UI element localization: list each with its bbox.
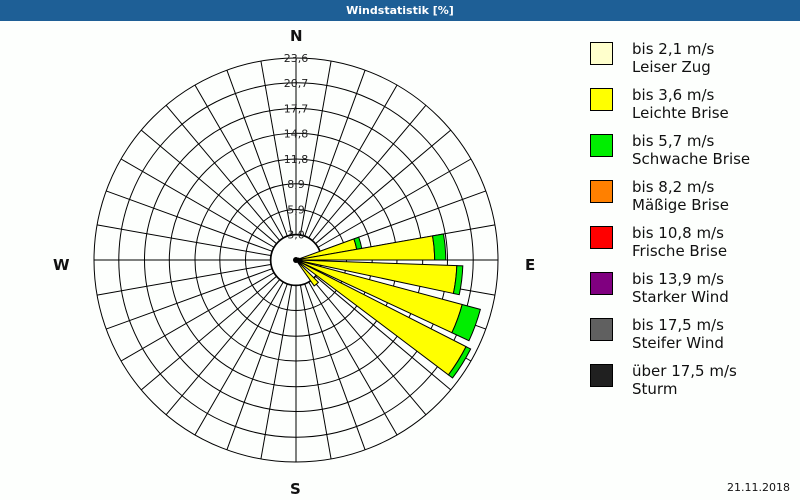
center-dot	[293, 257, 299, 263]
radial-tick-label: 20,7	[284, 77, 309, 90]
legend-range: bis 13,9 m/s	[632, 270, 724, 288]
grid-spoke	[314, 275, 452, 391]
legend-label: Leichte Brise	[632, 104, 729, 122]
grid-spoke	[120, 272, 275, 362]
legend-range: bis 8,2 m/s	[632, 178, 715, 196]
grid-spoke	[308, 84, 398, 239]
wind-wedge	[452, 265, 464, 296]
legend-range: bis 2,1 m/s	[632, 40, 715, 58]
grid-spoke	[260, 284, 293, 460]
radial-tick-label: 3,0	[287, 228, 305, 241]
legend-swatch	[590, 88, 613, 111]
grid-spoke	[96, 263, 272, 296]
legend-swatch	[590, 272, 613, 295]
compass-west: W	[53, 256, 70, 274]
grid-spoke	[299, 60, 332, 236]
grid-spoke	[304, 283, 366, 450]
grid-spoke	[304, 70, 366, 237]
radial-tick-labels: 3,0 5,9 8,9 11,8 14,8 17,7 20,7 23,6	[284, 52, 309, 241]
grid-spoke	[314, 129, 452, 245]
grid-spoke	[308, 281, 398, 436]
radial-tick-label: 11,8	[284, 153, 309, 166]
grid-spoke	[140, 275, 278, 391]
grid-spoke	[96, 224, 272, 257]
compass-south: S	[290, 480, 301, 498]
radial-tick-label: 5,9	[287, 204, 305, 217]
wind-wedge	[447, 345, 472, 379]
legend-swatch	[590, 318, 613, 341]
window-title: Windstatistik [%]	[0, 0, 800, 21]
legend-swatch	[590, 134, 613, 157]
grid-spoke	[299, 284, 332, 460]
compass-east: E	[525, 256, 536, 274]
legend-label: Starker Wind	[632, 288, 729, 306]
legend-label: Steifer Wind	[632, 334, 724, 352]
grid-spoke	[140, 129, 278, 245]
radial-tick-label: 14,8	[284, 127, 309, 140]
legend-label: Leiser Zug	[632, 58, 711, 76]
wind-wedge	[451, 303, 481, 342]
legend-swatch	[590, 180, 613, 203]
grid-spoke	[194, 281, 284, 436]
legend-label: Mäßige Brise	[632, 196, 729, 214]
chart-canvas: 3,0 5,9 8,9 11,8 14,8 17,7 20,7 23,6 N E S W bi…	[0, 21, 800, 500]
grid-spoke	[260, 60, 293, 236]
legend-swatch	[590, 226, 613, 249]
grid-spoke	[226, 283, 288, 450]
legend-swatch	[590, 364, 613, 387]
legend-range: bis 10,8 m/s	[632, 224, 724, 242]
grid-spoke	[165, 104, 281, 242]
grid-spoke	[106, 190, 273, 252]
radial-tick-label: 23,6	[284, 52, 309, 65]
radial-tick-label: 17,7	[284, 103, 309, 116]
grid-spoke	[226, 70, 288, 237]
grid-spoke	[120, 158, 275, 248]
grid-spoke	[311, 278, 427, 416]
radial-tick-label: 8,9	[287, 178, 305, 191]
legend-label: Schwache Brise	[632, 150, 751, 168]
grid-spoke	[106, 268, 273, 330]
grid-spoke	[311, 104, 427, 242]
grid-spoke	[317, 158, 472, 248]
compass-north: N	[290, 27, 303, 45]
legend-range: bis 5,7 m/s	[632, 132, 715, 150]
legend-range: bis 3,6 m/s	[632, 86, 715, 104]
legend-label: Frische Brise	[632, 242, 728, 260]
wind-wedges	[293, 233, 481, 379]
wind-rose-chart: 3,0 5,9 8,9 11,8 14,8 17,7 20,7 23,6	[93, 52, 499, 463]
date-stamp: 21.11.2018	[727, 481, 790, 494]
legend-label: Sturm	[632, 380, 678, 398]
grid-spoke	[194, 84, 284, 239]
legend-range: über 17,5 m/s	[632, 362, 737, 380]
legend-swatch	[590, 42, 613, 65]
wind-wedge	[431, 233, 447, 261]
grid-spoke	[165, 278, 281, 416]
wind-wedge	[295, 259, 320, 287]
legend-range: bis 17,5 m/s	[632, 316, 724, 334]
